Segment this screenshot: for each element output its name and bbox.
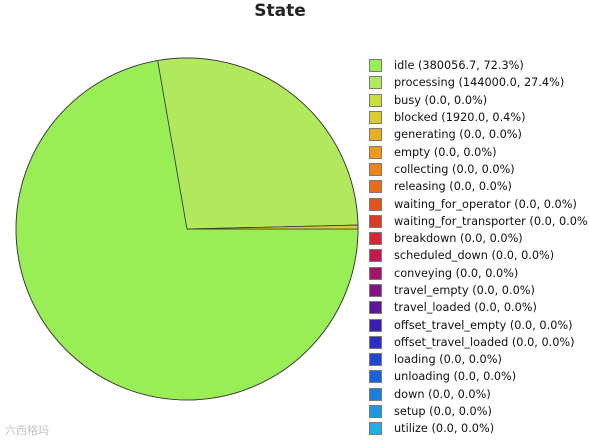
legend-swatch — [369, 249, 382, 263]
legend-label: idle (380056.7, 72.3%) — [394, 59, 524, 73]
chart-title: State — [254, 1, 306, 21]
legend-swatch — [369, 370, 382, 384]
legend-label: collecting (0.0, 0.0%) — [394, 162, 515, 176]
legend-swatch — [369, 162, 382, 176]
legend-swatch — [369, 93, 382, 107]
legend-label: generating (0.0, 0.0%) — [394, 128, 522, 142]
pie-outline — [15, 57, 359, 401]
legend-label: down (0.0, 0.0%) — [394, 387, 491, 401]
legend-label: utilize (0.0, 0.0%) — [394, 422, 495, 436]
legend-swatch — [369, 266, 382, 280]
legend-swatch — [369, 59, 382, 73]
legend-item: processing (144000.0, 27.4%) — [369, 74, 587, 91]
legend-label: empty (0.0, 0.0%) — [394, 145, 497, 159]
legend-item: idle (380056.7, 72.3%) — [369, 57, 587, 74]
legend-item: releasing (0.0, 0.0%) — [369, 178, 587, 195]
legend-label: travel_loaded (0.0, 0.0%) — [394, 301, 537, 315]
legend-label: blocked (1920.0, 0.4%) — [394, 111, 526, 125]
legend-item: offset_travel_loaded (0.0, 0.0%) — [369, 334, 587, 351]
legend-item: blocked (1920.0, 0.4%) — [369, 109, 587, 126]
legend-swatch — [369, 301, 382, 315]
legend-label: releasing (0.0, 0.0%) — [394, 180, 512, 194]
legend-label: waiting_for_operator (0.0, 0.0%) — [394, 197, 577, 211]
legend-label: offset_travel_loaded (0.0, 0.0%) — [394, 335, 575, 349]
pie-slice-1 — [157, 57, 359, 230]
legend-swatch — [369, 232, 382, 246]
legend-swatch — [369, 214, 382, 228]
legend-swatch — [369, 353, 382, 367]
legend-swatch — [369, 145, 382, 159]
legend-label: busy (0.0, 0.0%) — [394, 93, 488, 107]
chart-legend: idle (380056.7, 72.3%) processing (144000… — [369, 57, 589, 438]
legend-swatch — [369, 422, 382, 436]
legend-label: loading (0.0, 0.0%) — [394, 353, 502, 367]
legend-label: unloading (0.0, 0.0%) — [394, 370, 517, 384]
legend-item: busy (0.0, 0.0%) — [369, 92, 587, 109]
legend-swatch — [369, 284, 382, 297]
legend-swatch — [369, 197, 382, 211]
legend-item: offset_travel_empty (0.0, 0.0%) — [369, 316, 587, 333]
legend-label: waiting_for_transporter (0.0, 0.0%) — [394, 214, 589, 228]
legend-item: empty (0.0, 0.0%) — [369, 143, 587, 160]
legend-item: collecting (0.0, 0.0%) — [369, 161, 587, 178]
legend-item: travel_empty (0.0, 0.0%) — [369, 282, 587, 299]
legend-label: setup (0.0, 0.0%) — [394, 405, 492, 419]
legend-item: generating (0.0, 0.0%) — [369, 126, 587, 143]
legend-item: waiting_for_transporter (0.0, 0.0%) — [369, 213, 589, 230]
legend-swatch — [369, 335, 382, 349]
legend-label: processing (144000.0, 27.4%) — [394, 76, 565, 90]
legend-label: offset_travel_empty (0.0, 0.0%) — [394, 318, 573, 332]
legend-swatch — [369, 128, 382, 142]
legend-swatch — [369, 387, 382, 401]
legend-item: conveying (0.0, 0.0%) — [369, 265, 587, 282]
legend-item: breakdown (0.0, 0.0%) — [369, 230, 587, 247]
legend-label: travel_empty (0.0, 0.0%) — [394, 284, 535, 297]
legend-item: utilize (0.0, 0.0%) — [369, 420, 587, 437]
legend-item: unloading (0.0, 0.0%) — [369, 368, 587, 385]
legend-item: loading (0.0, 0.0%) — [369, 351, 587, 368]
legend-item: travel_loaded (0.0, 0.0%) — [369, 299, 587, 316]
legend-swatch — [369, 180, 382, 194]
watermark: 六西格玛 — [5, 424, 49, 437]
legend-item: down (0.0, 0.0%) — [369, 386, 587, 403]
legend-swatch — [369, 318, 382, 332]
legend-label: scheduled_down (0.0, 0.0%) — [394, 249, 555, 263]
legend-swatch — [369, 405, 382, 419]
legend-swatch — [369, 111, 382, 125]
legend-swatch — [369, 76, 382, 90]
legend-item: setup (0.0, 0.0%) — [369, 403, 587, 420]
legend-label: breakdown (0.0, 0.0%) — [394, 232, 523, 246]
legend-label: conveying (0.0, 0.0%) — [394, 266, 519, 280]
legend-item: scheduled_down (0.0, 0.0%) — [369, 247, 587, 264]
legend-item: waiting_for_operator (0.0, 0.0%) — [369, 195, 587, 212]
